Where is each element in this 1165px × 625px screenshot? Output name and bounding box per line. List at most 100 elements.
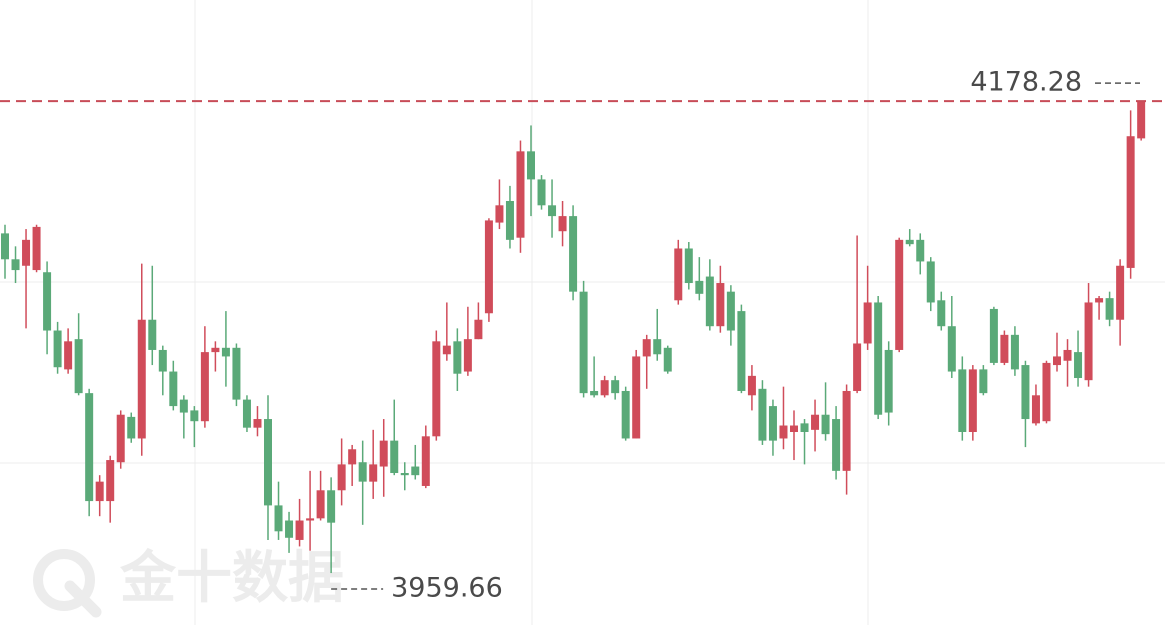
candle-body	[400, 473, 409, 476]
candle-body	[474, 319, 483, 340]
candle-body	[1116, 265, 1125, 320]
candle-body	[116, 414, 125, 463]
candle-body	[158, 349, 167, 372]
candle-body	[653, 339, 662, 355]
candle-body	[390, 440, 399, 474]
candle-body	[684, 248, 693, 284]
candle-body	[106, 460, 115, 502]
candle-body	[968, 369, 977, 432]
high-marker-label: 4178.28	[970, 67, 1082, 98]
low-marker-label: 3959.66	[391, 573, 503, 604]
candle-body	[947, 326, 956, 372]
watermark: 金十数据	[119, 546, 344, 611]
candle-body	[842, 390, 851, 471]
candle-body	[232, 347, 241, 400]
candle-body	[190, 410, 199, 422]
candle-body	[137, 319, 146, 439]
candle-body	[1137, 101, 1146, 139]
candle-body	[895, 239, 904, 350]
candle-body	[1084, 302, 1093, 381]
candle-body	[200, 352, 209, 422]
candle-body	[621, 390, 630, 439]
candle-body	[358, 462, 367, 482]
candle-body	[127, 416, 136, 439]
candle-body	[705, 276, 714, 327]
candle-body	[1105, 298, 1114, 320]
candle-body	[1053, 356, 1061, 366]
candle-body	[484, 220, 493, 314]
candle-body	[432, 341, 441, 437]
candle-body	[495, 205, 504, 223]
candle-body	[832, 419, 841, 471]
candle-body	[253, 419, 262, 428]
candle-body	[821, 414, 830, 435]
candle-body	[790, 425, 798, 432]
candle-body	[74, 339, 83, 394]
candle-body	[242, 399, 251, 428]
candle-body	[264, 419, 272, 506]
candle-body	[11, 259, 20, 271]
candle-body	[221, 347, 230, 357]
candle-body	[327, 490, 336, 523]
candle-body	[43, 272, 52, 331]
candle-body	[758, 388, 767, 441]
candle-body	[926, 261, 935, 303]
candle-body	[590, 390, 599, 396]
candle-body	[453, 341, 462, 374]
candle-body	[179, 399, 188, 413]
candle-body	[579, 291, 588, 394]
candle-body	[22, 239, 31, 266]
watermark-logo	[33, 549, 102, 618]
candle-body	[463, 339, 472, 372]
candle-body	[1063, 349, 1072, 361]
candle-body	[306, 518, 315, 521]
candle-body	[421, 436, 430, 486]
candle-body	[85, 393, 94, 502]
candle-body	[905, 239, 914, 245]
candle-body	[737, 311, 746, 391]
candle-body	[1126, 136, 1135, 268]
candle-body	[411, 466, 420, 476]
candle-body	[211, 347, 220, 353]
candle-body	[1021, 365, 1030, 420]
candle-body	[558, 216, 567, 232]
candle-body	[916, 239, 925, 262]
candle-body	[1010, 334, 1019, 370]
candle-body	[958, 369, 967, 432]
candle-body	[516, 151, 525, 238]
candle-body	[1, 233, 9, 260]
candle-body	[316, 490, 325, 519]
candle-body	[611, 380, 620, 394]
candle-body	[64, 341, 73, 370]
candle-body	[863, 302, 872, 344]
candle-body	[548, 205, 557, 217]
candle-body	[1000, 334, 1009, 363]
candle-body	[874, 302, 883, 415]
candle-body	[53, 330, 62, 368]
candle-body	[95, 481, 104, 502]
candle-body	[726, 291, 735, 331]
candle-body	[747, 375, 756, 396]
candle-body	[442, 345, 451, 355]
candle-body	[348, 449, 357, 465]
candle-body	[779, 425, 788, 439]
candle-body	[695, 280, 704, 294]
candle-body	[768, 406, 777, 441]
candle-body	[663, 347, 672, 372]
candle-body	[632, 356, 641, 439]
candle-body	[505, 200, 514, 240]
candle-body	[169, 371, 178, 407]
candle-body	[811, 414, 820, 430]
candle-body	[853, 343, 862, 391]
candle-body	[569, 216, 578, 292]
candle-body	[295, 520, 304, 540]
candle-body	[527, 151, 535, 180]
candle-body	[537, 179, 546, 206]
candle-body	[32, 226, 41, 271]
candle-body	[800, 423, 809, 432]
candle-body	[285, 520, 294, 538]
candle-body	[274, 505, 283, 532]
candle-body	[337, 464, 346, 491]
